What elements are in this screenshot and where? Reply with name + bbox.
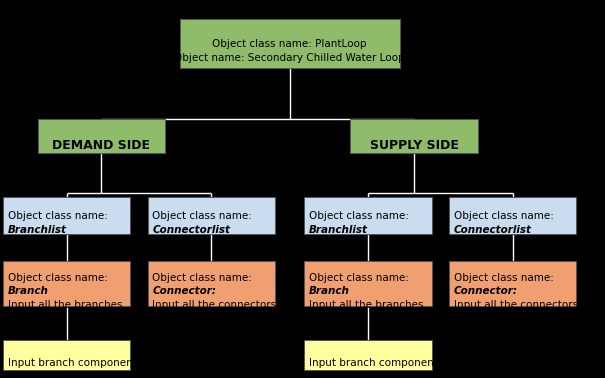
FancyBboxPatch shape bbox=[3, 261, 130, 306]
Text: Object class name:: Object class name: bbox=[309, 211, 408, 222]
FancyBboxPatch shape bbox=[449, 261, 577, 306]
Text: Branch: Branch bbox=[309, 286, 350, 296]
Text: Object class name:: Object class name: bbox=[309, 273, 408, 283]
FancyBboxPatch shape bbox=[148, 261, 275, 306]
Text: Input all the branches.: Input all the branches. bbox=[309, 300, 427, 310]
Text: Object class name:: Object class name: bbox=[454, 273, 554, 283]
Text: Branchlist: Branchlist bbox=[7, 225, 67, 235]
Text: Input branch components: Input branch components bbox=[309, 358, 443, 368]
Text: Object class name:: Object class name: bbox=[7, 211, 108, 222]
FancyBboxPatch shape bbox=[350, 119, 478, 153]
Text: Object class name:: Object class name: bbox=[454, 211, 554, 222]
Text: DEMAND SIDE: DEMAND SIDE bbox=[53, 139, 151, 152]
Text: Input all the connectors.: Input all the connectors. bbox=[454, 300, 581, 310]
FancyBboxPatch shape bbox=[304, 261, 431, 306]
Text: Connector:: Connector: bbox=[454, 286, 517, 296]
FancyBboxPatch shape bbox=[304, 340, 431, 370]
Text: Object class name:: Object class name: bbox=[152, 273, 252, 283]
Text: Branch: Branch bbox=[7, 286, 48, 296]
Text: Connectorlist: Connectorlist bbox=[152, 225, 231, 235]
Text: Input all the connectors.: Input all the connectors. bbox=[152, 300, 280, 310]
Text: Input all the branches.: Input all the branches. bbox=[7, 300, 125, 310]
FancyBboxPatch shape bbox=[180, 19, 400, 68]
Text: SUPPLY SIDE: SUPPLY SIDE bbox=[370, 139, 459, 152]
FancyBboxPatch shape bbox=[3, 340, 130, 370]
Text: Object class name: ⁠PlantLoop⁠: Object class name: ⁠PlantLoop⁠ bbox=[212, 39, 367, 50]
Text: Branchlist: Branchlist bbox=[309, 225, 368, 235]
Text: Connector:: Connector: bbox=[152, 286, 217, 296]
FancyBboxPatch shape bbox=[38, 119, 165, 153]
FancyBboxPatch shape bbox=[148, 197, 275, 234]
Text: Connectorlist: Connectorlist bbox=[454, 225, 532, 235]
FancyBboxPatch shape bbox=[304, 197, 431, 234]
Text: Object class name:: Object class name: bbox=[7, 273, 108, 283]
FancyBboxPatch shape bbox=[449, 197, 577, 234]
Text: Input branch components: Input branch components bbox=[7, 358, 142, 368]
FancyBboxPatch shape bbox=[3, 197, 130, 234]
Text: Object name: Secondary Chilled Water Loop: Object name: Secondary Chilled Water Loo… bbox=[174, 53, 405, 63]
Text: Object class name:: Object class name: bbox=[152, 211, 252, 222]
